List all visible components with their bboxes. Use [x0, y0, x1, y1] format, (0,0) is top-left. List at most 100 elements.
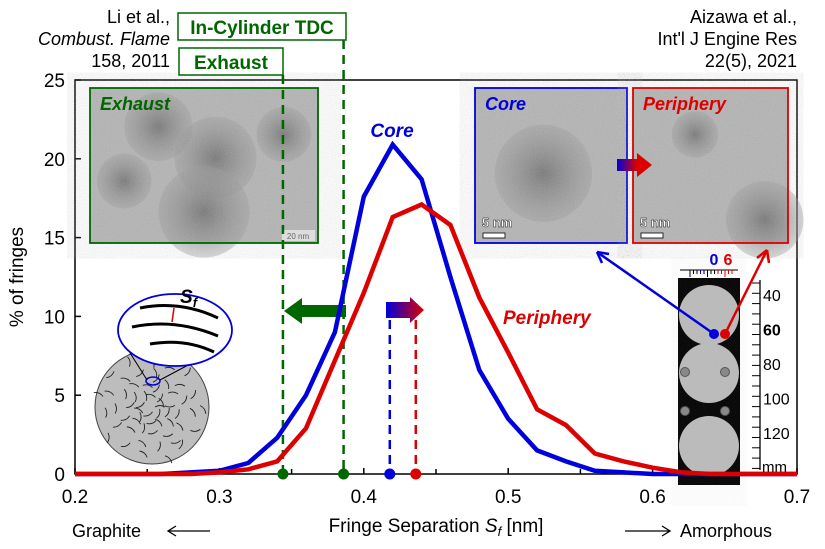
x-tick-label: 0.5	[495, 487, 521, 508]
fringe-stroke	[135, 402, 145, 409]
fringe-stroke	[162, 433, 174, 437]
inset-exhaust: Exhaust	[89, 87, 319, 258]
x-label-post: [nm]	[501, 516, 543, 537]
scale-bar-5nm-label-periphery: 5 nm	[640, 215, 670, 230]
x-tick-label: 0.7	[784, 487, 810, 508]
core-pointer-arrowhead-icon	[595, 250, 610, 264]
fringe-stroke	[134, 407, 144, 414]
marker-point	[384, 468, 396, 480]
fringe-stroke	[114, 403, 117, 414]
fringe-stroke	[120, 415, 131, 421]
side-ruler-label: 40	[763, 288, 781, 305]
sf-sub: f	[193, 295, 199, 310]
fringe-stroke	[146, 420, 157, 425]
engine-strip-texture	[678, 278, 740, 485]
fringe-stroke	[129, 383, 140, 388]
fringe-stroke	[93, 392, 104, 397]
y-axis-label: % of fringes	[7, 227, 28, 327]
fringe-stroke	[164, 455, 173, 464]
y-tick-label: 20	[44, 150, 65, 171]
fringe-stroke	[164, 379, 170, 389]
scale-bar-5nm-label-core: 5 nm	[482, 215, 512, 230]
engine-top-6: 6	[724, 252, 733, 269]
amorphous-label: Amorphous	[680, 521, 772, 541]
fringe-stroke	[181, 395, 188, 405]
x-label-pre: Fringe Separation	[329, 516, 485, 537]
inset-periphery-texture	[633, 88, 788, 243]
shift-right-arrow-icon	[386, 297, 424, 323]
fringe-stroke	[143, 390, 148, 401]
side-ruler-label: 80	[763, 357, 781, 374]
sf-symbol: S	[180, 287, 193, 308]
right-reference: Int'l J Engine Res	[657, 29, 797, 49]
series-line-core	[75, 140, 797, 477]
valve-marker	[680, 367, 690, 377]
side-ruler-label: 100	[763, 392, 790, 409]
fringe-stroke	[158, 398, 164, 408]
inset-core: Core	[474, 87, 628, 244]
fringe-stroke	[178, 439, 183, 450]
left-reference: Combust. Flame	[38, 29, 170, 49]
right-reference: 22(5), 2021	[705, 51, 797, 71]
y-tick-label: 15	[44, 229, 65, 250]
left-reference: 158, 2011	[91, 51, 170, 71]
fringe-stroke	[174, 383, 186, 387]
fringe-stroke	[170, 440, 181, 444]
fringe-line	[139, 304, 219, 320]
x-tick-label: 0.2	[62, 487, 88, 508]
soot-particle	[94, 349, 210, 465]
fringe-stroke	[148, 430, 158, 435]
sf-label: Sf	[180, 287, 199, 310]
core-series-label: Core	[370, 121, 414, 142]
fringe-stroke	[189, 407, 196, 417]
x-label-sub: f	[498, 524, 503, 539]
side-ruler-label: 60	[763, 323, 781, 340]
inset-periphery-label: Periphery	[643, 94, 727, 114]
fringe-stroke	[139, 450, 148, 458]
fringe-stroke	[142, 384, 153, 388]
marker-point	[338, 468, 350, 480]
x-tick-label: 0.3	[206, 487, 232, 508]
periphery-pointer-arrowhead-icon	[756, 249, 771, 264]
fringe-stroke	[174, 409, 180, 419]
fringe-stroke	[127, 356, 131, 367]
graphite-label: Graphite	[72, 521, 141, 541]
scale-bar-20nm-label: 20 nm	[287, 232, 310, 241]
fringe-stroke	[190, 390, 196, 400]
fringe-stroke	[190, 428, 201, 432]
fringe-stroke	[136, 369, 144, 378]
fringe-stroke	[164, 366, 176, 371]
fringe-stroke	[133, 391, 137, 403]
right-reference: Aizawa et al.,	[690, 7, 797, 27]
fringe-stroke	[104, 407, 108, 418]
valve-marker	[720, 406, 730, 416]
tdc-box-label: In-Cylinder TDC	[190, 18, 334, 39]
fringe-stroke	[141, 423, 146, 434]
valve-marker	[720, 367, 730, 377]
arrow-right-icon	[625, 525, 672, 537]
scale-bar-5nm-core	[482, 232, 506, 239]
fringe-stroke	[164, 404, 176, 408]
zoom-region	[145, 376, 161, 386]
fringe-stroke	[123, 388, 127, 400]
y-tick-label: 25	[44, 71, 65, 92]
exhaust-box-label: Exhaust	[194, 53, 269, 74]
fringe-stroke	[154, 405, 166, 408]
engine-top-0: 0	[710, 252, 719, 269]
fringe-stroke	[139, 411, 142, 423]
y-tick-label: 5	[54, 386, 65, 407]
x-tick-label: 0.4	[351, 487, 378, 508]
inset-exhaust-border	[89, 87, 319, 244]
fringe-stroke	[156, 393, 164, 403]
fringe-stroke	[167, 391, 179, 395]
y-tick-label: 0	[54, 465, 65, 486]
inset-core-label: Core	[485, 94, 526, 114]
periphery-pointer-line	[723, 249, 769, 335]
side-ruler-label: 120	[763, 426, 790, 443]
x-tick-label: 0.6	[639, 487, 665, 508]
marker-point	[410, 468, 422, 480]
x-axis-label: Fringe Separation Sf [nm]	[329, 516, 544, 539]
arrow-head-icon	[637, 153, 652, 177]
